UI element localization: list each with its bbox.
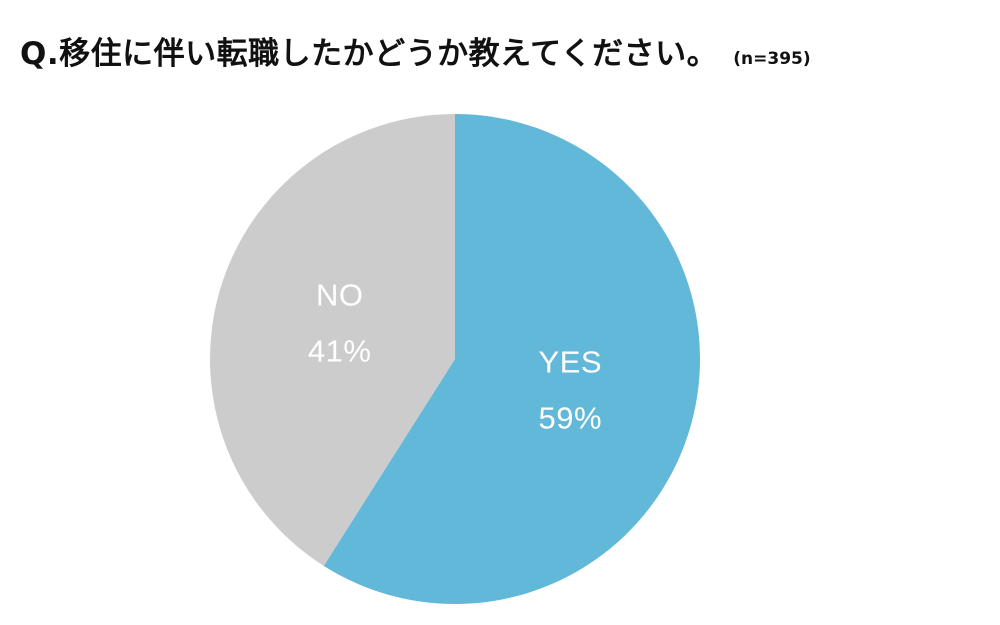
pie-value-label-yes: 59% (539, 401, 603, 436)
chart-title: Q.移住に伴い転職したかどうか教えてください。 (20, 36, 719, 72)
pie-slice-yes (323, 114, 700, 604)
chart-title-row: Q.移住に伴い転職したかどうか教えてください。 (n=395) (20, 28, 811, 73)
pie-category-label-no: NO (316, 278, 364, 313)
pie-value-label-no: 41% (308, 334, 372, 369)
pie-slice-no (209, 113, 455, 566)
sample-size-label: (n=395) (733, 49, 811, 69)
pie-category-label-yes: YES (539, 345, 603, 380)
